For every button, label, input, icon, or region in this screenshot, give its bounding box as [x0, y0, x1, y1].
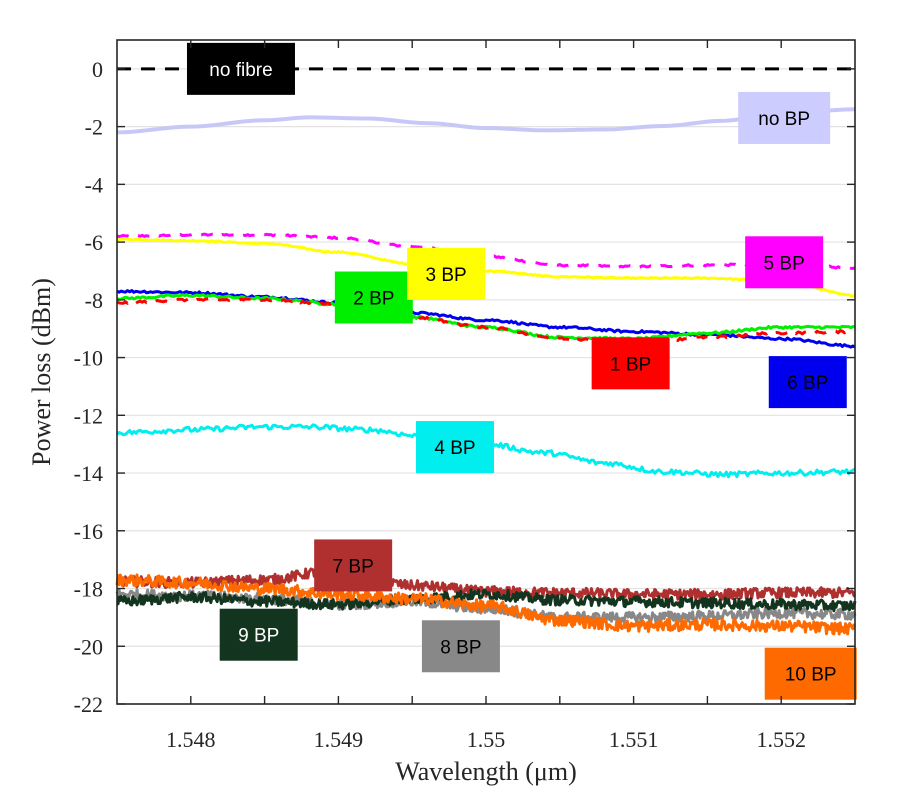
- label-box: [407, 247, 486, 300]
- y-axis-label: Power loss (dBm): [27, 278, 56, 466]
- x-tick-label: 1.548: [166, 727, 216, 752]
- label-9-bp: 9 BP: [219, 608, 298, 661]
- series-lines: [115, 67, 857, 636]
- x-axis-label: Wavelength (μm): [395, 757, 577, 786]
- label-text: 2 BP: [353, 289, 394, 310]
- label-no-fibre: no fibre: [186, 42, 295, 95]
- grid: [117, 68, 855, 647]
- series-line-7-bp: [116, 563, 857, 601]
- label-text: 6 BP: [787, 373, 828, 394]
- x-tick-label: 1.552: [756, 727, 806, 752]
- label-text: 9 BP: [238, 626, 279, 647]
- y-tick-label: -6: [85, 230, 103, 255]
- y-tick-label: -18: [74, 577, 103, 602]
- label-no-bp: no BP: [738, 91, 831, 144]
- label-1-bp: 1 BP: [591, 337, 670, 390]
- series-line-9-bp: [116, 588, 857, 613]
- label-box: [416, 421, 495, 474]
- series-line-no-bp: [116, 107, 856, 135]
- y-tick-label: -20: [74, 634, 103, 659]
- series-line-2-bp: [116, 293, 856, 342]
- label-box: [738, 91, 831, 144]
- y-tick-label: -2: [85, 115, 103, 140]
- label-text: 1 BP: [610, 354, 651, 375]
- label-box: [186, 42, 295, 95]
- y-tick-label: -22: [74, 692, 103, 717]
- y-tick-label: -16: [74, 519, 103, 544]
- label-text: no fibre: [209, 60, 272, 81]
- series-line-5-bp: [116, 232, 856, 270]
- y-tick-label: -12: [74, 403, 103, 428]
- y-tick-label: -8: [85, 288, 103, 313]
- label-8-bp: 8 BP: [421, 620, 500, 673]
- label-box: [591, 337, 670, 390]
- label-text: no BP: [758, 109, 810, 130]
- y-tick-label: -14: [74, 461, 103, 486]
- label-5-bp: 5 BP: [745, 236, 824, 289]
- series-line-3-bp: [116, 237, 856, 298]
- label-4-bp: 4 BP: [416, 421, 495, 474]
- series-line-6-bp: [116, 289, 856, 349]
- label-box: [314, 539, 393, 592]
- label-box: [745, 236, 824, 289]
- label-2-bp: 2 BP: [334, 271, 413, 324]
- y-tick-label: -10: [74, 346, 103, 371]
- label-6-bp: 6 BP: [768, 356, 847, 409]
- axes: 0 -2 -4 -6 -8 -10 -12 -14 -16 -18 -20 -22 1.548 1.549…: [74, 39, 856, 752]
- x-tick-label: 1.551: [609, 727, 659, 752]
- label-text: 5 BP: [764, 253, 805, 274]
- label-3-bp: 3 BP: [407, 247, 486, 300]
- label-text: 3 BP: [426, 265, 467, 286]
- label-box: [334, 271, 413, 324]
- label-box: [421, 620, 500, 673]
- x-tick-label: 1.55: [467, 727, 506, 752]
- series-labels: no fibre no BP 1 BP 2 BP 3 BP 4 BP 5 BP 6 BP 7 B…: [186, 42, 857, 700]
- label-7-bp: 7 BP: [314, 539, 393, 592]
- x-tick-label: 1.549: [314, 727, 364, 752]
- label-text: 8 BP: [440, 637, 481, 658]
- series-line-10-bp: [115, 573, 857, 636]
- label-box: [768, 356, 847, 409]
- label-text: 10 BP: [785, 665, 837, 686]
- series-line-1-bp: [116, 297, 856, 346]
- label-box: [219, 608, 298, 661]
- label-text: 4 BP: [434, 438, 475, 459]
- label-box: [764, 647, 857, 700]
- y-tick-label: -4: [85, 172, 103, 197]
- y-tick-label: 0: [92, 57, 103, 82]
- label-text: 7 BP: [333, 556, 374, 577]
- label-10-bp: 10 BP: [764, 647, 857, 700]
